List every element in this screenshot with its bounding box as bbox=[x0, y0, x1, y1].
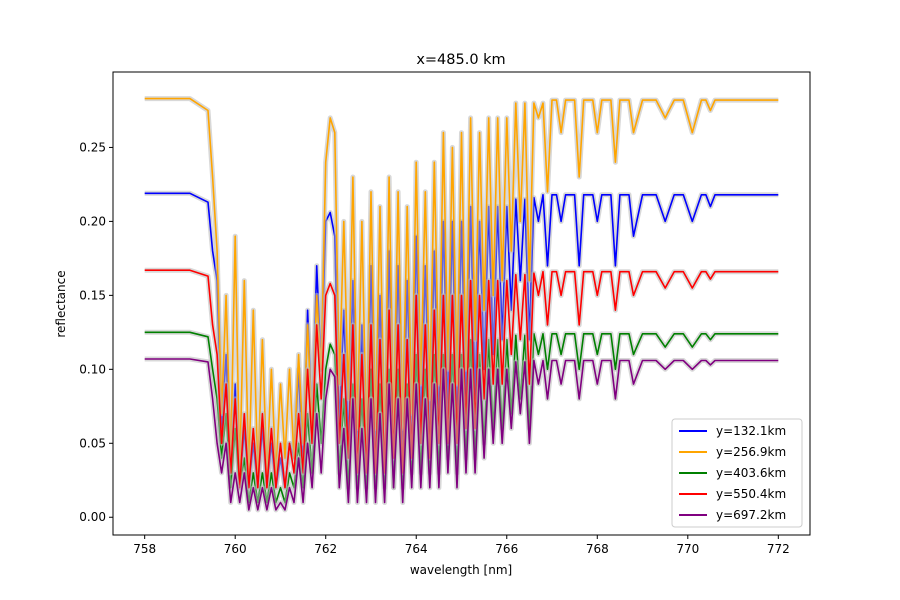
x-tick-label: 770 bbox=[676, 542, 699, 556]
legend-label: y=132.1km bbox=[716, 424, 786, 438]
legend-items: y=132.1km y=256.9km y=403.6km y=550.4km y=69… bbox=[679, 424, 786, 522]
x-axis-label: wavelength [nm] bbox=[410, 563, 512, 577]
x-tick-label: 758 bbox=[133, 542, 156, 556]
legend-box bbox=[671, 418, 803, 528]
series-line-2 bbox=[144, 97, 779, 474]
legend-label: y=550.4km bbox=[716, 487, 786, 501]
y-axis-label: reflectance bbox=[54, 270, 68, 337]
y-axis: 0.00 0.05 0.10 0.15 0.20 0.25 bbox=[79, 140, 113, 524]
series-line-4 bbox=[144, 269, 779, 489]
x-tick-label: 768 bbox=[586, 542, 609, 556]
y-tick-label: 0.20 bbox=[79, 214, 106, 228]
legend-label: y=256.9km bbox=[716, 445, 786, 459]
y-tick-label: 0.15 bbox=[79, 288, 106, 302]
series-line-5 bbox=[144, 358, 779, 511]
x-tick-label: 766 bbox=[495, 542, 518, 556]
x-tick-label: 762 bbox=[314, 542, 337, 556]
axes-frame bbox=[112, 71, 811, 536]
legend: y=132.1km y=256.9km y=403.6km y=550.4km y=69… bbox=[671, 418, 803, 528]
x-tick-label: 760 bbox=[224, 542, 247, 556]
x-tick-label: 772 bbox=[767, 542, 790, 556]
x-axis: 758 760 762 764 766 768 770 772 bbox=[133, 535, 790, 556]
y-tick-label: 0.00 bbox=[79, 510, 106, 524]
y-tick-label: 0.05 bbox=[79, 436, 106, 450]
y-tick-label: 0.25 bbox=[79, 140, 106, 154]
legend-label: y=403.6km bbox=[716, 466, 786, 480]
legend-label: y=697.2km bbox=[716, 508, 786, 522]
chart-title: x=485.0 km bbox=[416, 52, 505, 68]
series-group bbox=[144, 96, 779, 513]
x-tick-label: 764 bbox=[405, 542, 428, 556]
y-tick-label: 0.10 bbox=[79, 362, 106, 376]
